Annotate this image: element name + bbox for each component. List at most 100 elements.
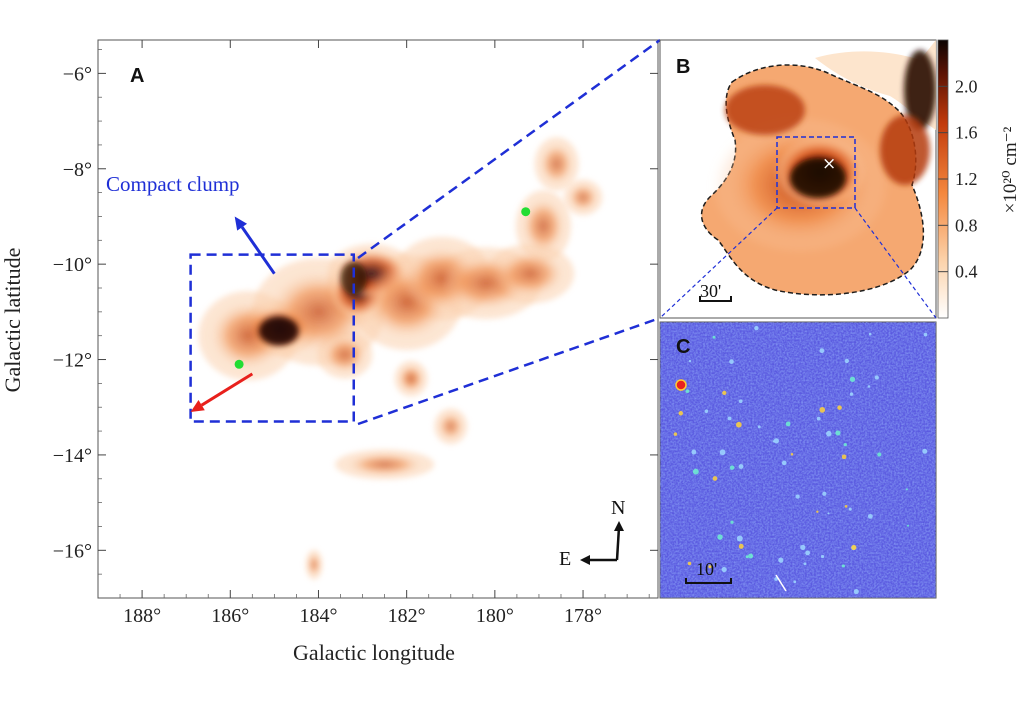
cloud-blob [307, 552, 321, 577]
secondary-core [340, 261, 367, 296]
point-source [773, 438, 780, 444]
point-source [844, 505, 848, 508]
colorbar-tick-label: 0.4 [955, 262, 978, 282]
point-source [687, 561, 692, 566]
point-source [708, 565, 712, 569]
colorbar-tick-label: 1.2 [955, 169, 978, 189]
colorbar-tick-label: 1.6 [955, 123, 978, 143]
panel-a: 188° 186° 184° 182° 180° 178° −6° −8° −10° −12° −1… [53, 39, 659, 627]
point-source [795, 494, 800, 499]
point-source [712, 335, 716, 339]
point-source [820, 554, 825, 559]
point-source [906, 524, 910, 527]
green-marker [234, 359, 244, 369]
point-source [748, 553, 754, 559]
panel-b-zoom-box [776, 136, 856, 209]
y-tick-label: −6° [63, 63, 92, 85]
x-tick-label: 182° [388, 605, 426, 627]
point-source [738, 543, 744, 549]
point-source [738, 464, 744, 469]
blue-arrow [240, 226, 276, 275]
colorbar-title: ×10²⁰ cm⁻² [1000, 126, 1021, 213]
point-source [851, 544, 857, 551]
zoom-line-top [357, 38, 661, 260]
point-source [848, 507, 852, 511]
point-source [867, 385, 871, 388]
point-source [774, 577, 778, 581]
point-source [688, 359, 692, 363]
compact-clump-core [258, 316, 299, 346]
y-tick-label: −16° [53, 540, 92, 562]
point-source [757, 425, 761, 429]
panel-b-scalebar-label: 30' [700, 281, 721, 301]
x-tick-label: 186° [211, 605, 249, 627]
point-source [793, 580, 797, 584]
panel-a-annotations [189, 207, 531, 423]
point-source [826, 430, 832, 437]
zoom-line-b-left [659, 207, 778, 319]
point-source [849, 376, 856, 382]
point-source [805, 550, 810, 556]
point-source [785, 421, 791, 427]
panel-b-marker: × [822, 154, 836, 174]
compact-clump-label: Compact clump [106, 172, 240, 196]
point-source [877, 452, 882, 457]
panel-c: C 10' [659, 321, 937, 599]
compass-north-arrow [615, 526, 621, 561]
panel-b-cloud-map: × [700, 40, 936, 296]
panel-a-axes: 188° 186° 184° 182° 180° 178° −6° −8° −10° −12° −1… [53, 40, 658, 627]
colorbar-tick-label: 2.0 [955, 76, 978, 96]
compass-north-arrowhead [614, 521, 624, 531]
point-source [819, 348, 825, 354]
compass-east-label: E [559, 548, 571, 570]
point-source [827, 512, 830, 515]
point-source [738, 399, 743, 404]
x-tick-label: 188° [123, 605, 161, 627]
point-source [843, 442, 847, 447]
panel-c-noise [660, 322, 936, 598]
point-source [717, 534, 723, 540]
point-source [922, 448, 928, 454]
point-source [822, 491, 827, 496]
x-tick-label: 178° [564, 605, 602, 627]
panel-c-scalebar-label: 10' [696, 559, 717, 579]
point-source [905, 488, 908, 491]
cloud-blob [322, 335, 367, 374]
zoom-line-bottom [357, 316, 661, 426]
point-source [754, 325, 759, 331]
y-axis-title: Galactic latitude [0, 248, 25, 393]
panel-b-core-dark [790, 158, 846, 198]
panel-b-east-dark [904, 50, 936, 130]
compass-east-arrowhead [580, 555, 590, 565]
point-source [844, 358, 849, 364]
y-tick-label: −12° [53, 350, 92, 372]
panel-b: × B 30' [659, 39, 937, 319]
point-source [816, 510, 819, 513]
point-source [837, 405, 842, 410]
point-source [868, 332, 872, 336]
panel-c-sources [673, 325, 928, 595]
point-source [778, 557, 784, 563]
point-source [692, 468, 699, 475]
point-source [874, 375, 879, 380]
panel-b-east-mid [880, 115, 930, 185]
cloud-blob [397, 364, 425, 393]
point-source [835, 430, 841, 436]
colorbar-ticks: 0.4 0.8 1.2 1.6 2.0 [938, 76, 978, 282]
point-source [800, 544, 806, 550]
panel-b-outer-fill-soft [815, 40, 936, 130]
panel-c-scalebar: 10' [685, 559, 732, 584]
point-source [730, 520, 734, 524]
y-tick-label: −14° [53, 445, 92, 467]
panel-c-letter: C [676, 336, 690, 358]
x-tick-label: 180° [476, 605, 514, 627]
compass: N E [559, 497, 625, 570]
y-tick-label: −8° [63, 159, 92, 181]
point-source [729, 359, 734, 364]
y-tick-label: −10° [53, 254, 92, 276]
panel-b-ridge [725, 85, 805, 135]
point-source [841, 564, 845, 568]
x-axis-title: Galactic longitude [293, 640, 455, 665]
red-arrow [200, 372, 254, 407]
